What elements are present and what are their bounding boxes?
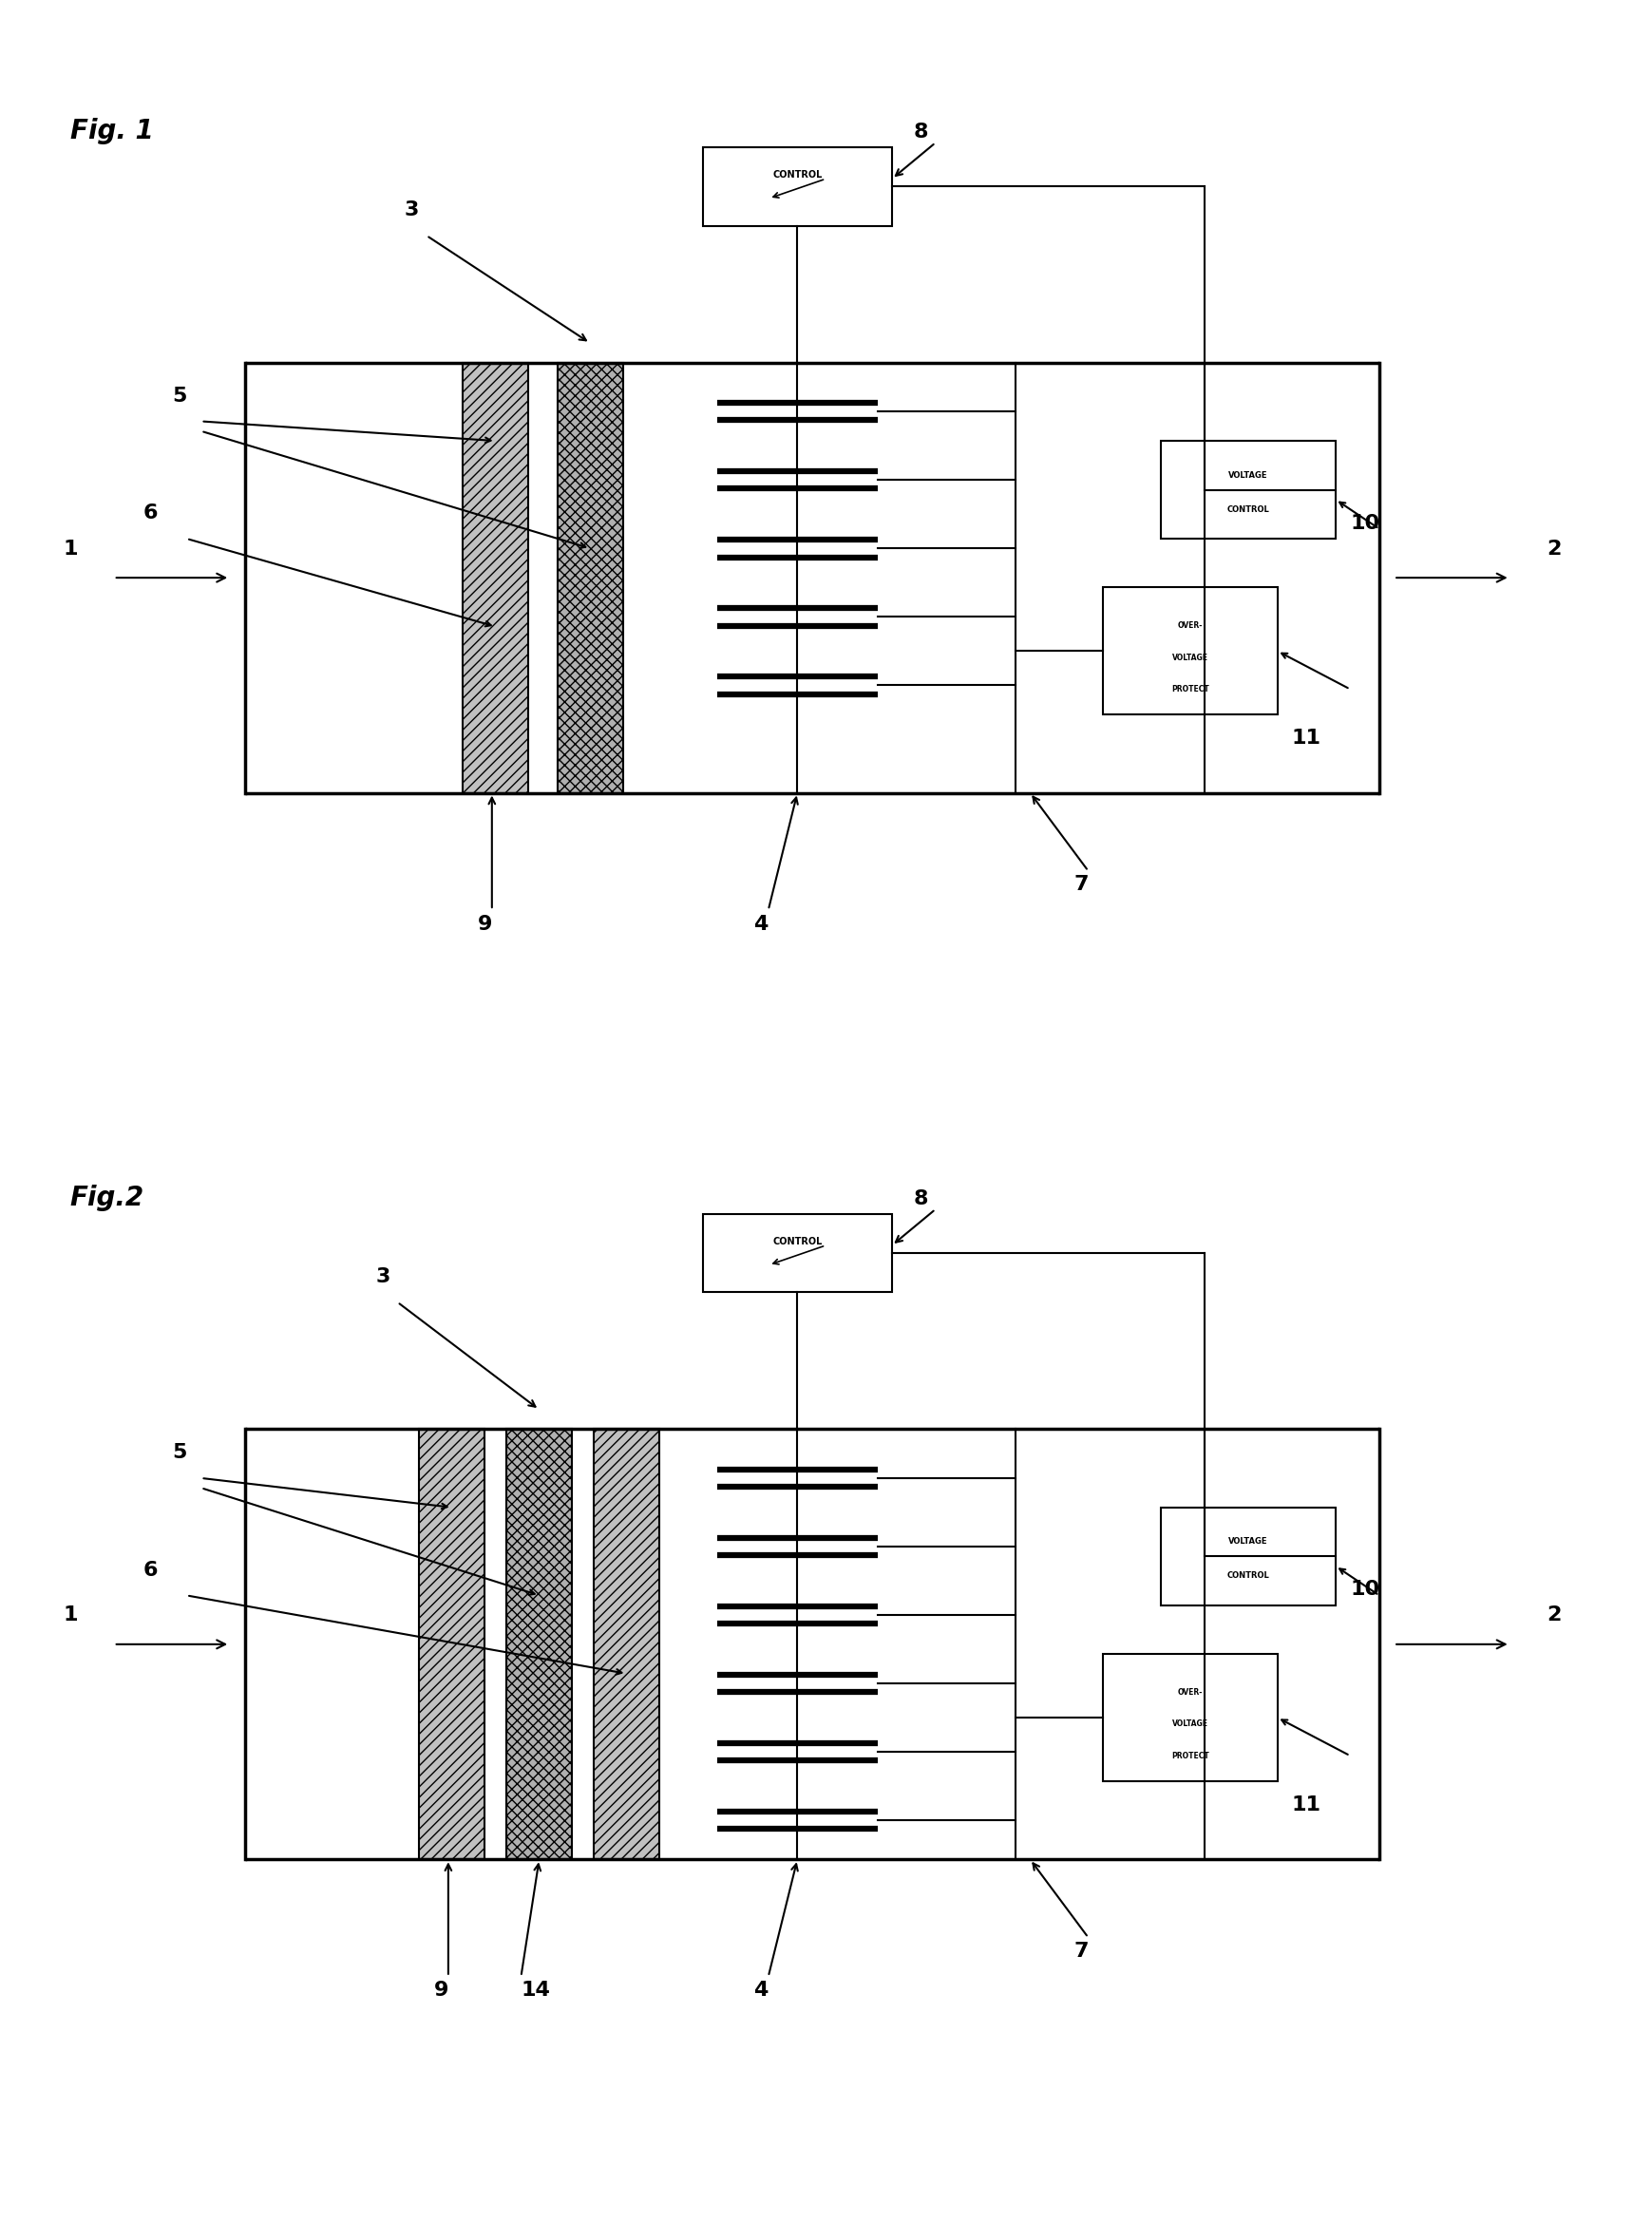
Bar xyxy=(593,1429,659,1860)
Text: CONTROL: CONTROL xyxy=(1226,504,1269,513)
Text: 1: 1 xyxy=(63,540,78,558)
Text: 6: 6 xyxy=(142,1560,157,1580)
Bar xyxy=(420,1429,484,1860)
Bar xyxy=(557,362,623,793)
Text: 3: 3 xyxy=(375,1267,390,1287)
Text: 7: 7 xyxy=(1074,875,1089,895)
Text: CONTROL: CONTROL xyxy=(1226,1571,1269,1580)
Text: 1: 1 xyxy=(63,1607,78,1624)
Bar xyxy=(702,1213,892,1293)
Text: 3: 3 xyxy=(405,200,420,220)
Text: PROTECT: PROTECT xyxy=(1171,1751,1208,1760)
Bar xyxy=(463,362,529,793)
Text: CONTROL: CONTROL xyxy=(771,171,821,180)
Bar xyxy=(506,1429,572,1860)
Text: VOLTAGE: VOLTAGE xyxy=(1227,1538,1267,1547)
Text: 2: 2 xyxy=(1546,1607,1559,1624)
Text: 8: 8 xyxy=(914,1189,928,1209)
Text: 14: 14 xyxy=(520,1982,550,2000)
Text: Fig.2: Fig.2 xyxy=(69,1184,144,1211)
Text: 2: 2 xyxy=(1546,540,1559,558)
Text: 9: 9 xyxy=(477,915,492,933)
Text: 5: 5 xyxy=(172,1444,187,1462)
Text: VOLTAGE: VOLTAGE xyxy=(1171,653,1208,662)
Text: 11: 11 xyxy=(1292,729,1320,749)
Text: 11: 11 xyxy=(1292,1795,1320,1815)
Text: 8: 8 xyxy=(914,122,928,142)
Text: VOLTAGE: VOLTAGE xyxy=(1227,471,1267,480)
Bar xyxy=(1160,440,1335,538)
Text: 10: 10 xyxy=(1350,513,1379,533)
Bar xyxy=(1102,587,1277,715)
Text: 4: 4 xyxy=(753,1982,768,2000)
Text: 5: 5 xyxy=(172,387,187,407)
Text: 6: 6 xyxy=(142,504,157,522)
Text: 9: 9 xyxy=(433,1982,448,2000)
Text: OVER-: OVER- xyxy=(1176,1689,1203,1695)
Bar xyxy=(702,147,892,227)
Text: OVER-: OVER- xyxy=(1176,622,1203,629)
Text: 10: 10 xyxy=(1350,1580,1379,1600)
Text: VOLTAGE: VOLTAGE xyxy=(1171,1720,1208,1729)
Text: CONTROL: CONTROL xyxy=(771,1238,821,1247)
Text: Fig. 1: Fig. 1 xyxy=(69,118,154,144)
Bar xyxy=(1160,1507,1335,1604)
Text: PROTECT: PROTECT xyxy=(1171,684,1208,693)
Text: 7: 7 xyxy=(1074,1942,1089,1962)
Text: 4: 4 xyxy=(753,915,768,933)
Bar xyxy=(1102,1653,1277,1782)
